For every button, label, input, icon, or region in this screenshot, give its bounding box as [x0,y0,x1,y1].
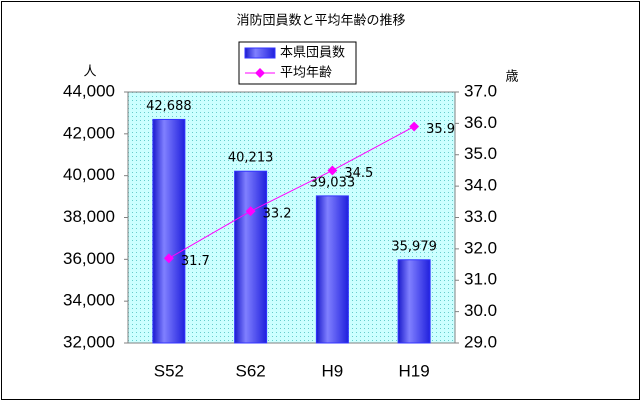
y-tick-label: 42,000 [63,123,115,142]
x-tick-label: S62 [236,361,266,380]
x-tick-label: H9 [322,361,344,380]
bar [152,118,186,344]
y2-tick-label: 31.0 [464,270,497,289]
y-axis-label: 人 [83,65,96,80]
line-marker [163,253,174,264]
legend-label: 平均年齢 [280,66,332,81]
y-tick-label: 34,000 [63,291,115,310]
bar-value-label: 42,688 [146,99,192,114]
line-value-label: 31.7 [181,254,210,269]
bar-value-label: 39,033 [310,175,356,190]
y2-tick-label: 36.0 [464,113,497,132]
y-tick-label: 32,000 [63,332,115,351]
line-value-label: 34.5 [344,166,373,181]
y-tick-label: 40,000 [63,165,115,184]
line-marker [245,206,256,217]
bar-value-label: 35,979 [391,239,437,254]
line-value-label: 33.2 [263,207,292,222]
bar-value-label: 40,213 [228,151,274,166]
y2-tick-label: 30.0 [464,301,497,320]
x-tick-label: S52 [154,361,184,380]
legend-swatch [244,47,276,59]
bar [234,170,268,344]
bar [315,195,349,344]
y-tick-label: 36,000 [63,249,115,268]
chart-title: 消防団員数と平均年齢の推移 [236,13,405,29]
bar [397,259,431,344]
line-value-label: 35.9 [426,122,455,137]
x-tick-label: H19 [399,361,430,380]
y2-tick-label: 35.0 [464,144,497,163]
legend-label: 本県団員数 [280,46,345,61]
y2-tick-label: 34.0 [464,176,497,195]
y-tick-label: 38,000 [63,207,115,226]
y-tick-label: 44,000 [63,81,115,100]
y2-tick-label: 37.0 [464,81,497,100]
line-marker [327,165,338,176]
y2-tick-label: 33.0 [464,207,497,226]
line [168,126,415,259]
y2-axis-label: 歳 [505,70,518,85]
y2-tick-label: 29.0 [464,332,497,351]
y2-tick-label: 32.0 [464,238,497,257]
